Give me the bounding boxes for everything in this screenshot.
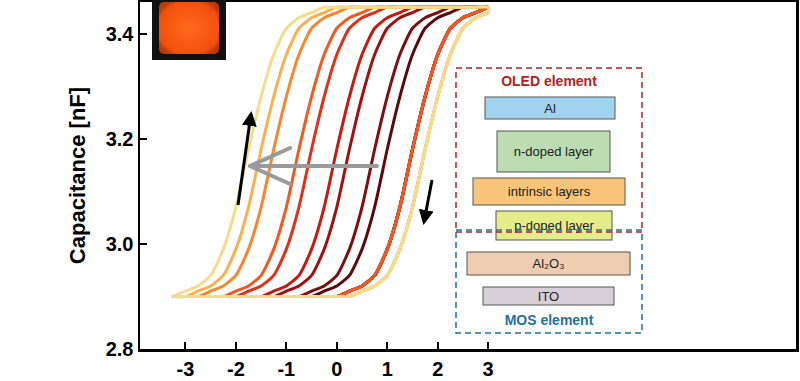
svg-text:OLED element: OLED element (501, 73, 597, 89)
svg-text:n-doped layer: n-doped layer (514, 144, 594, 159)
svg-text:3.4: 3.4 (106, 23, 135, 45)
svg-text:MOS element: MOS element (505, 312, 594, 328)
svg-text:Al₂O₃: Al₂O₃ (532, 256, 564, 271)
svg-text:-1: -1 (277, 358, 295, 380)
svg-text:2.8: 2.8 (106, 338, 134, 360)
svg-text:3.2: 3.2 (106, 128, 134, 150)
svg-text:-2: -2 (227, 358, 245, 380)
svg-text:1: 1 (382, 358, 393, 380)
svg-text:p-doped layer: p-doped layer (514, 218, 594, 233)
svg-text:2: 2 (432, 358, 443, 380)
svg-text:Al: Al (544, 101, 556, 116)
svg-text:Capacitance [nF]: Capacitance [nF] (65, 87, 90, 264)
svg-text:intrinsic layers: intrinsic layers (508, 184, 591, 199)
svg-text:ITO: ITO (538, 289, 559, 304)
svg-text:3.0: 3.0 (106, 233, 134, 255)
svg-text:0: 0 (331, 358, 342, 380)
svg-text:-3: -3 (177, 358, 195, 380)
svg-text:3: 3 (483, 358, 494, 380)
